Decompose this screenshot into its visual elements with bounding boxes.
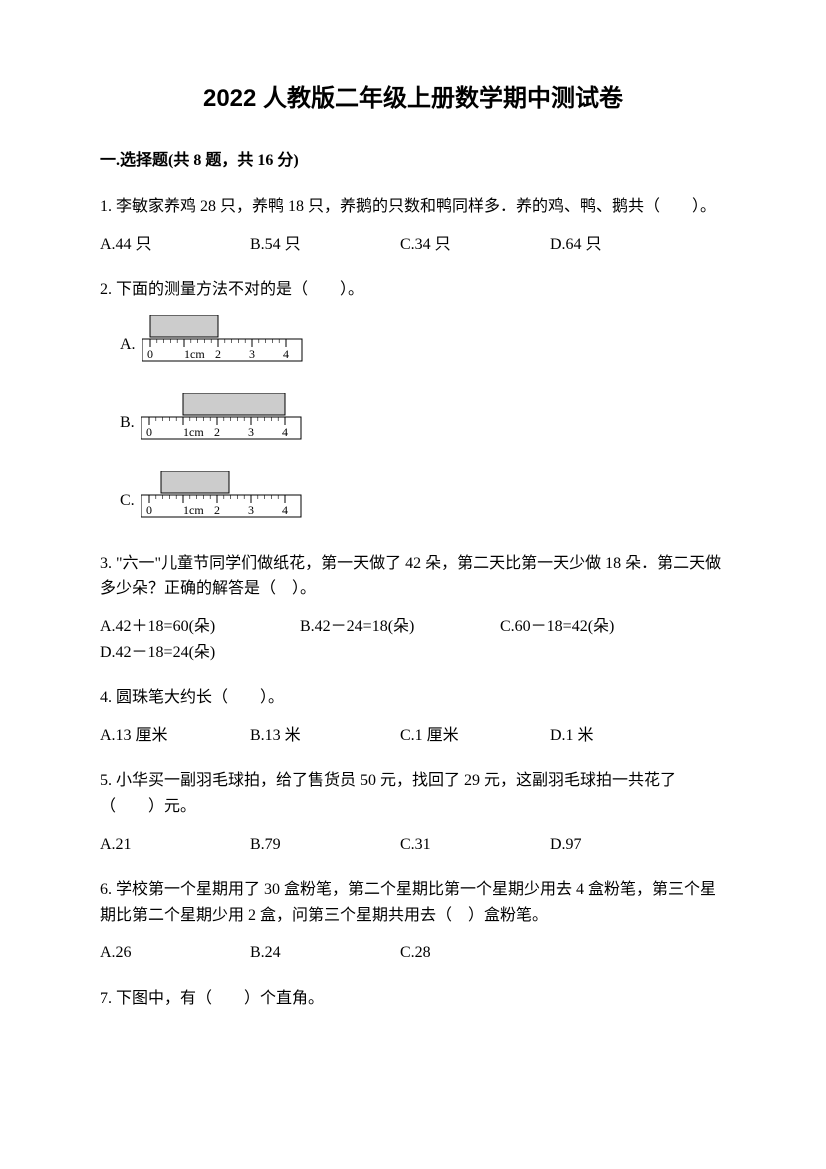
q3-text: 3. "六一"儿童节同学们做纸花，第一天做了 42 朵，第二天比第一天少做 18… (100, 551, 726, 602)
q2-label-b: B. (120, 410, 135, 436)
q4-opt-b: B.13 米 (250, 723, 400, 749)
svg-text:0: 0 (146, 425, 152, 439)
q2-option-c: C. 0 1cm 2 3 4 (120, 471, 726, 531)
svg-text:1cm: 1cm (183, 425, 204, 439)
svg-text:1cm: 1cm (184, 347, 205, 361)
q5-opt-b: B.79 (250, 832, 400, 858)
q3-opt-a: A.42＋18=60(朵) (100, 614, 300, 640)
svg-text:4: 4 (282, 425, 288, 439)
question-5: 5. 小华买一副羽毛球拍，给了售货员 50 元，找回了 29 元，这副羽毛球拍一… (100, 768, 726, 857)
svg-text:2: 2 (214, 425, 220, 439)
q5-opt-a: A.21 (100, 832, 250, 858)
q4-opt-c: C.1 厘米 (400, 723, 550, 749)
svg-text:3: 3 (248, 425, 254, 439)
q5-opt-d: D.97 (550, 832, 700, 858)
q1-opt-b: B.54 只 (250, 232, 400, 258)
svg-text:3: 3 (249, 347, 255, 361)
question-1: 1. 李敏家养鸡 28 只，养鸭 18 只，养鹅的只数和鸭同样多．养的鸡、鸭、鹅… (100, 194, 726, 257)
q6-opt-b: B.24 (250, 940, 400, 966)
q1-opt-c: C.34 只 (400, 232, 550, 258)
q2-label-a: A. (120, 332, 136, 358)
ruler-a-icon: 0 1cm 2 3 4 (142, 315, 312, 375)
svg-text:0: 0 (147, 347, 153, 361)
ruler-b-icon: 0 1cm 2 3 4 (141, 393, 311, 453)
q3-opt-c: C.60－18=42(朵) (500, 614, 614, 640)
q5-opt-c: C.31 (400, 832, 550, 858)
q2-label-c: C. (120, 488, 135, 514)
q3-opt-d: D.42－18=24(朵) (100, 640, 300, 666)
section-header: 一.选择题(共 8 题，共 16 分) (100, 148, 726, 174)
q6-opt-c: C.28 (400, 940, 550, 966)
q5-options: A.21 B.79 C.31 D.97 (100, 832, 726, 858)
q4-opt-a: A.13 厘米 (100, 723, 250, 749)
q6-options: A.26 B.24 C.28 (100, 940, 726, 966)
q1-options: A.44 只 B.54 只 C.34 只 D.64 只 (100, 232, 726, 258)
q6-text: 6. 学校第一个星期用了 30 盒粉笔，第二个星期比第一个星期少用去 4 盒粉笔… (100, 877, 726, 928)
q1-opt-d: D.64 只 (550, 232, 700, 258)
question-4: 4. 圆珠笔大约长（ ）。 A.13 厘米 B.13 米 C.1 厘米 D.1 … (100, 685, 726, 748)
q5-text: 5. 小华买一副羽毛球拍，给了售货员 50 元，找回了 29 元，这副羽毛球拍一… (100, 768, 726, 819)
svg-text:1cm: 1cm (183, 503, 204, 517)
q2-option-a: A. 0 1cm 2 3 4 (120, 315, 726, 375)
q7-text: 7. 下图中，有（ ）个直角。 (100, 986, 726, 1012)
svg-text:4: 4 (282, 503, 288, 517)
q4-options: A.13 厘米 B.13 米 C.1 厘米 D.1 米 (100, 723, 726, 749)
q6-opt-a: A.26 (100, 940, 250, 966)
svg-text:2: 2 (215, 347, 221, 361)
q1-opt-a: A.44 只 (100, 232, 250, 258)
svg-text:3: 3 (248, 503, 254, 517)
q4-opt-d: D.1 米 (550, 723, 700, 749)
svg-text:2: 2 (214, 503, 220, 517)
q3-opt-b: B.42－24=18(朵) (300, 614, 500, 640)
page-title: 2022 人教版二年级上册数学期中测试卷 (100, 80, 726, 118)
ruler-c-icon: 0 1cm 2 3 4 (141, 471, 311, 531)
q3-options: A.42＋18=60(朵) B.42－24=18(朵) C.60－18=42(朵… (100, 614, 726, 665)
q4-text: 4. 圆珠笔大约长（ ）。 (100, 685, 726, 711)
svg-text:0: 0 (146, 503, 152, 517)
q2-option-b: B. 0 1cm 2 3 4 (120, 393, 726, 453)
q2-text: 2. 下面的测量方法不对的是（ ）。 (100, 277, 726, 303)
question-3: 3. "六一"儿童节同学们做纸花，第一天做了 42 朵，第二天比第一天少做 18… (100, 551, 726, 665)
svg-text:4: 4 (283, 347, 289, 361)
q1-text: 1. 李敏家养鸡 28 只，养鸭 18 只，养鹅的只数和鸭同样多．养的鸡、鸭、鹅… (100, 194, 726, 220)
question-2: 2. 下面的测量方法不对的是（ ）。 A. 0 1cm 2 3 4 B. 0 1cm 2 3 4… (100, 277, 726, 531)
question-7: 7. 下图中，有（ ）个直角。 (100, 986, 726, 1012)
question-6: 6. 学校第一个星期用了 30 盒粉笔，第二个星期比第一个星期少用去 4 盒粉笔… (100, 877, 726, 966)
